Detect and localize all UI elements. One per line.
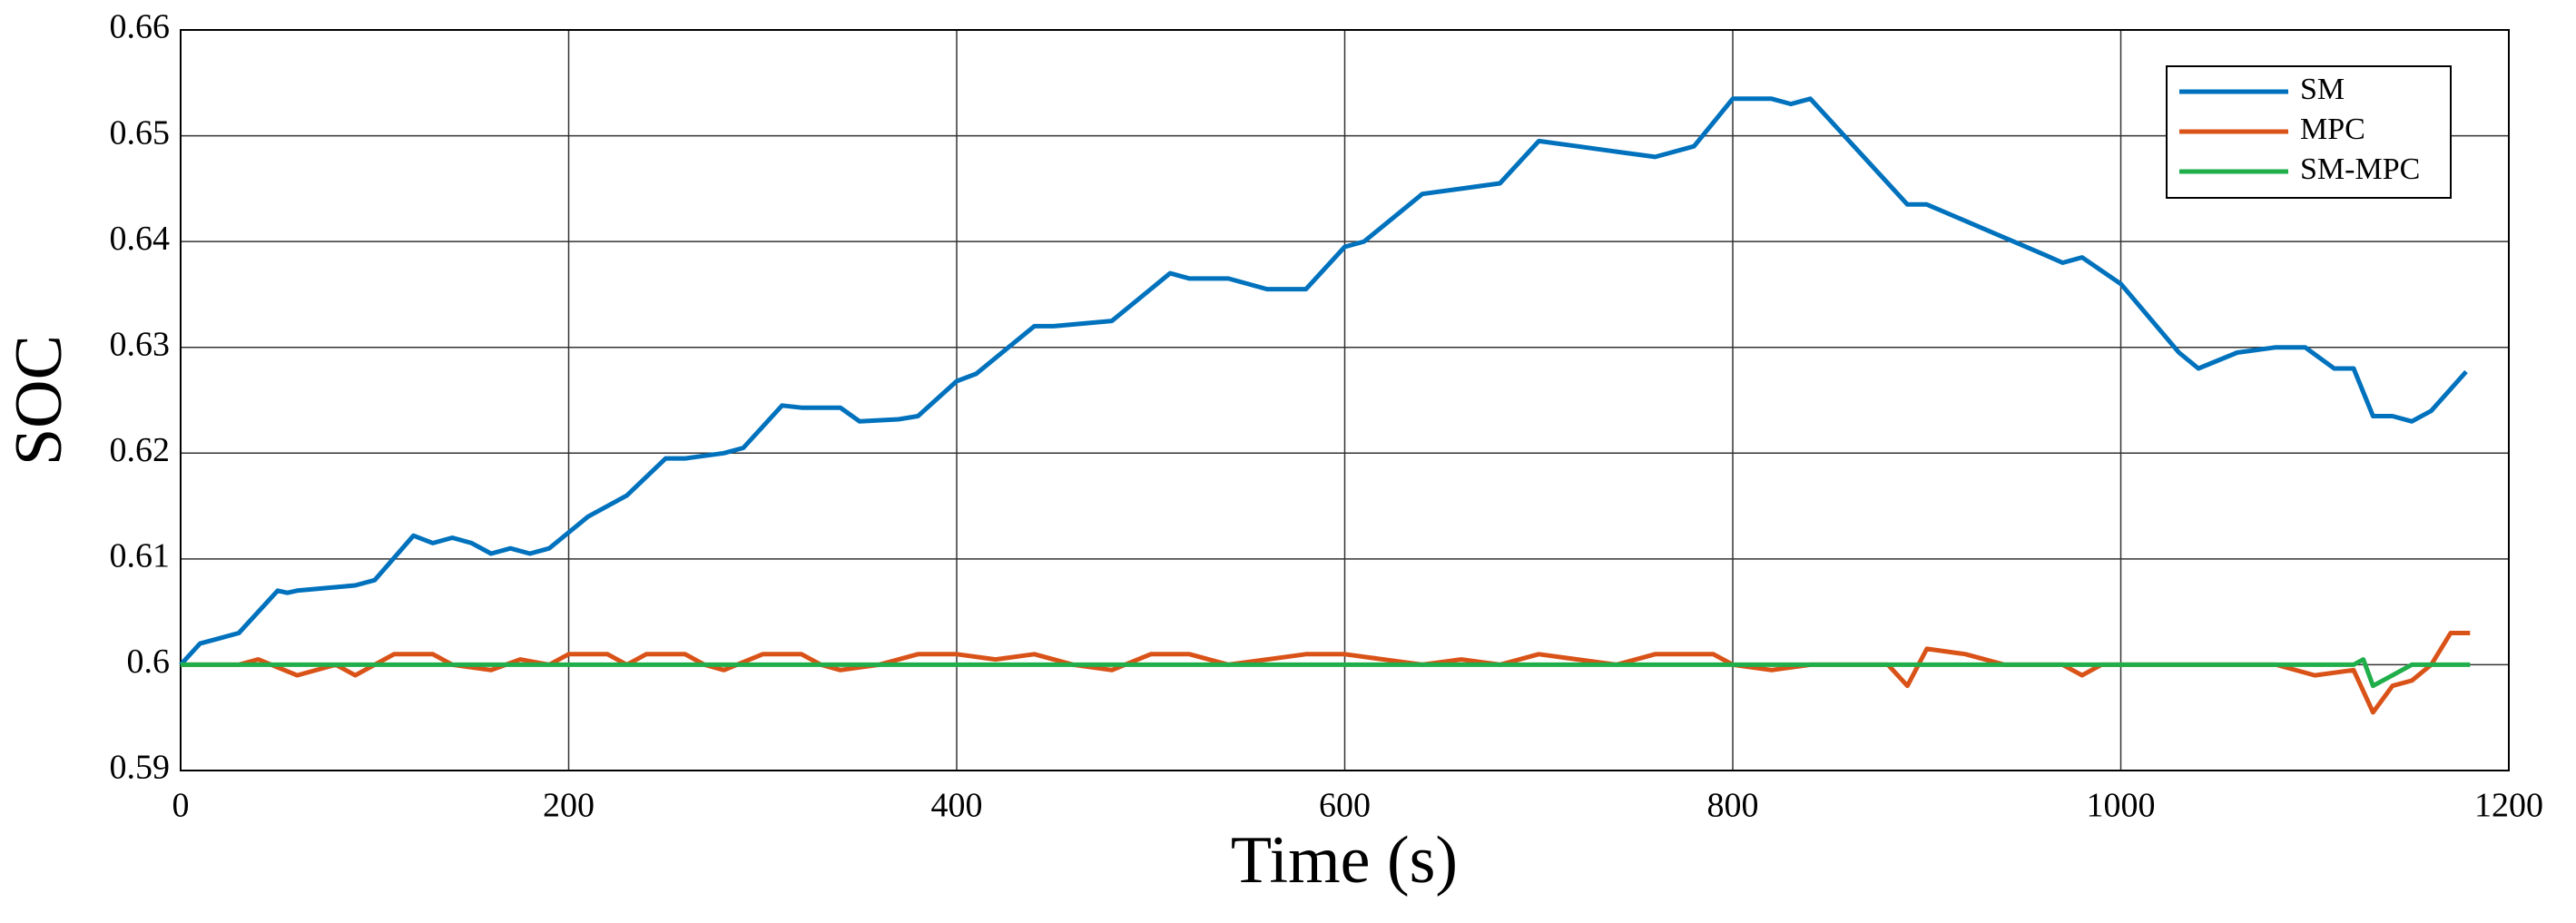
y-tick-label: 0.66 [110, 8, 171, 46]
series-line [181, 631, 2471, 715]
x-axis-label: Time (s) [1231, 823, 1458, 898]
x-tick-label: 400 [931, 787, 983, 825]
series-line [181, 657, 2471, 689]
y-tick-label: 0.6 [127, 643, 171, 681]
series-line [179, 96, 2468, 667]
x-tick-label: 200 [543, 787, 595, 825]
x-tick-label: 1000 [2087, 787, 2156, 825]
legend-label: SM-MPC [2300, 152, 2420, 186]
y-tick-label: 0.62 [110, 431, 171, 469]
y-tick-label: 0.65 [110, 113, 171, 152]
x-tick-label: 1200 [2474, 787, 2543, 825]
x-tick-label: 0 [172, 787, 190, 825]
y-axis-label: SOC [2, 335, 76, 466]
y-tick-label: 0.61 [110, 537, 171, 575]
y-tick-label: 0.59 [110, 749, 171, 787]
legend-label: MPC [2300, 113, 2365, 146]
x-tick-label: 600 [1319, 787, 1371, 825]
y-tick-label: 0.63 [110, 325, 171, 363]
legend-label: SM [2300, 73, 2345, 106]
plot-frame [180, 29, 2510, 771]
x-tick-label: 800 [1707, 787, 1759, 825]
y-tick-label: 0.64 [110, 220, 171, 258]
